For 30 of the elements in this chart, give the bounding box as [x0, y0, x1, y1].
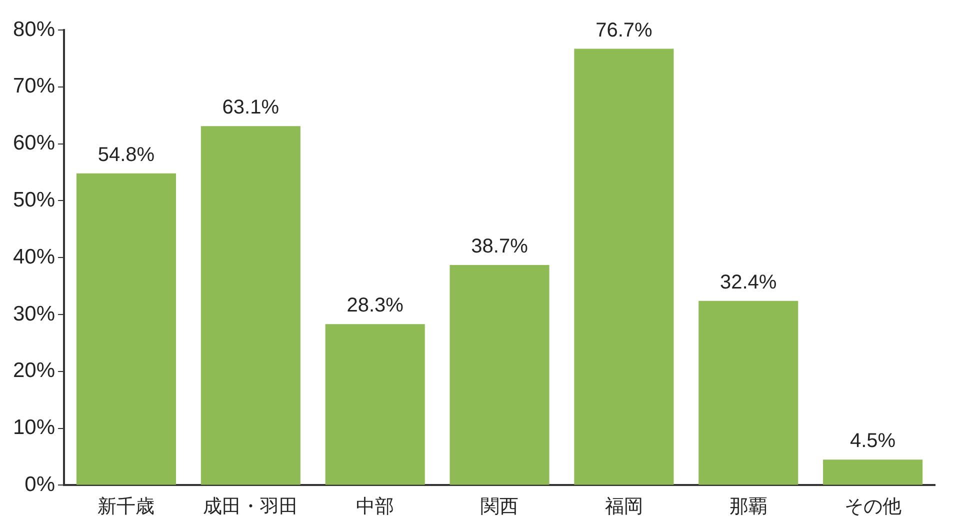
y-tick-label: 10% — [13, 416, 56, 440]
bar — [325, 324, 425, 485]
x-tick-label: 那覇 — [729, 496, 768, 518]
bar — [823, 460, 923, 485]
data-label: 38.7% — [471, 236, 528, 258]
x-tick-label: 新千歳 — [98, 496, 155, 518]
x-tick-label: 中部 — [356, 496, 394, 518]
data-label: 63.1% — [222, 96, 280, 119]
x-tick-label: 関西 — [480, 496, 519, 518]
y-tick-label: 20% — [13, 359, 56, 382]
y-tick-label: 40% — [13, 245, 56, 268]
bar — [698, 300, 798, 485]
y-tick-label: 50% — [13, 188, 56, 212]
data-label: 32.4% — [720, 271, 777, 294]
bar — [76, 173, 176, 485]
data-label: 54.8% — [98, 144, 155, 166]
bar — [450, 264, 550, 485]
data-label: 76.7% — [596, 19, 653, 42]
x-tick-label: 福岡 — [604, 496, 643, 518]
bar — [574, 48, 674, 485]
bar — [200, 126, 300, 485]
x-tick-label: 成田・羽田 — [203, 496, 298, 518]
y-tick-label: 30% — [13, 302, 56, 326]
data-label: 28.3% — [346, 294, 404, 317]
y-tick-label: 60% — [13, 132, 56, 155]
x-tick-label: その他 — [844, 496, 902, 518]
y-tick-label: 0% — [24, 472, 56, 496]
y-tick-label: 80% — [13, 18, 56, 41]
data-label: 4.5% — [850, 430, 896, 452]
y-tick-label: 70% — [13, 74, 56, 98]
